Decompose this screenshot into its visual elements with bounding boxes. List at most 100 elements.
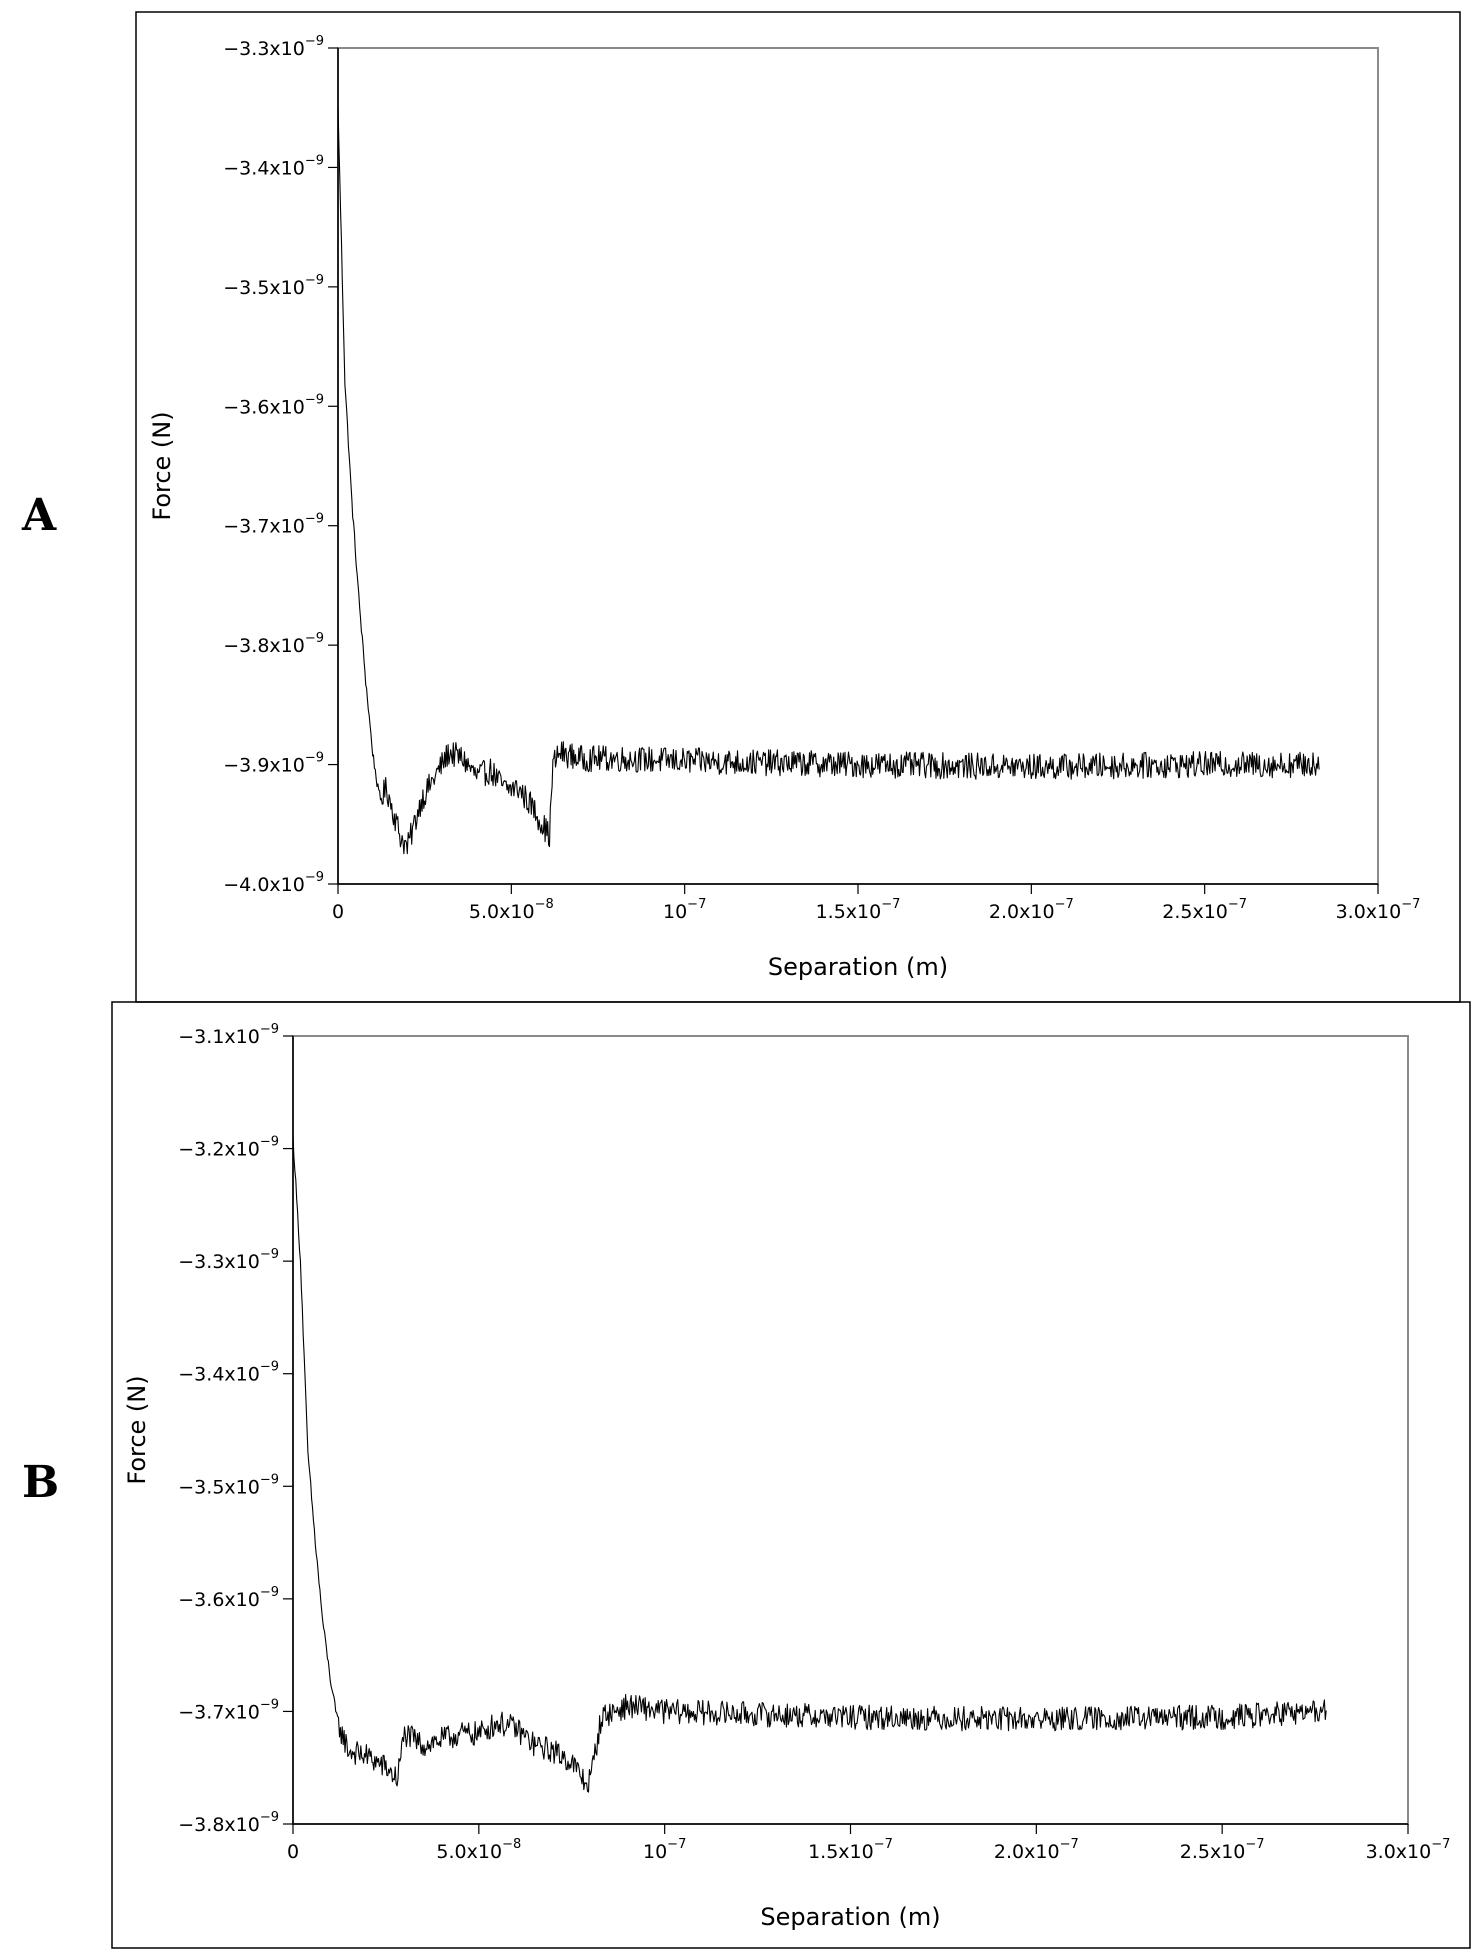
x-tick-label: 1.5x10−7 bbox=[816, 897, 901, 923]
x-tick-label: 10−7 bbox=[663, 897, 706, 923]
x-tick-label-mantissa: 2.5x10 bbox=[1180, 1841, 1246, 1863]
x-tick-label: 10−7 bbox=[643, 1837, 686, 1863]
x-tick-label-exponent: −7 bbox=[667, 1837, 686, 1852]
y-tick-label: −3.5x10−9 bbox=[223, 273, 324, 299]
y-tick-label: −3.6x10−9 bbox=[223, 392, 324, 418]
series-line-force bbox=[337, 105, 1320, 855]
x-tick-label-mantissa: 10 bbox=[663, 901, 687, 923]
y-tick-label-exponent: −9 bbox=[305, 631, 324, 646]
y-tick-label-exponent: −9 bbox=[260, 1247, 279, 1262]
x-tick-label-exponent: −8 bbox=[502, 1837, 521, 1852]
y-tick-label-mantissa: −3.5x10 bbox=[178, 1476, 260, 1498]
x-tick-label-exponent: −7 bbox=[1245, 1837, 1264, 1852]
y-tick-label-exponent: −9 bbox=[305, 870, 324, 885]
x-tick-label-mantissa: 2.0x10 bbox=[994, 1841, 1060, 1863]
y-tick-label: −3.1x10−9 bbox=[178, 1022, 279, 1048]
x-tick-label: 2.5x10−7 bbox=[1180, 1837, 1265, 1863]
x-tick-label-exponent: −7 bbox=[1431, 1837, 1450, 1852]
y-tick-label: −3.7x10−9 bbox=[223, 512, 324, 538]
y-tick-label-exponent: −9 bbox=[260, 1360, 279, 1375]
x-tick-label-mantissa: 1.5x10 bbox=[816, 901, 882, 923]
y-tick-label-exponent: −9 bbox=[305, 153, 324, 168]
x-tick-label-mantissa: 5.0x10 bbox=[436, 1841, 502, 1863]
x-tick-label: 5.0x10−8 bbox=[436, 1837, 521, 1863]
x-tick-label-exponent: −7 bbox=[874, 1837, 893, 1852]
x-tick-label-mantissa: 2.0x10 bbox=[989, 901, 1055, 923]
x-tick-label: 3.0x10−7 bbox=[1366, 1837, 1451, 1863]
y-tick-label: −3.6x10−9 bbox=[178, 1585, 279, 1611]
x-tick-label-exponent: −7 bbox=[1228, 897, 1247, 912]
y-tick-label-mantissa: −3.2x10 bbox=[178, 1139, 260, 1161]
series-line-force bbox=[292, 1134, 1327, 1793]
y-axis-title: Force (N) bbox=[123, 1375, 151, 1484]
y-tick-label-mantissa: −3.4x10 bbox=[223, 157, 305, 179]
x-tick-label-mantissa: 3.0x10 bbox=[1366, 1841, 1432, 1863]
x-tick-label: 2.0x10−7 bbox=[989, 897, 1074, 923]
y-tick-label: −3.2x10−9 bbox=[178, 1135, 279, 1161]
x-tick-label-mantissa: 3.0x10 bbox=[1336, 901, 1402, 923]
y-axis-title: Force (N) bbox=[148, 411, 176, 520]
x-tick-label-exponent: −7 bbox=[1401, 897, 1420, 912]
y-tick-label-exponent: −9 bbox=[260, 1022, 279, 1037]
x-tick-label-exponent: −8 bbox=[535, 897, 554, 912]
x-tick-label-exponent: −7 bbox=[1055, 897, 1074, 912]
y-tick-label: −3.5x10−9 bbox=[178, 1472, 279, 1498]
y-tick-label: −3.9x10−9 bbox=[223, 751, 324, 777]
y-tick-label-exponent: −9 bbox=[305, 392, 324, 407]
y-tick-label-mantissa: −3.8x10 bbox=[178, 1814, 260, 1836]
y-tick-label-mantissa: −3.8x10 bbox=[223, 635, 305, 657]
y-tick-label: −3.3x10−9 bbox=[223, 34, 324, 60]
y-tick-label-exponent: −9 bbox=[260, 1810, 279, 1825]
x-tick-label-mantissa: 0 bbox=[287, 1841, 299, 1863]
x-tick-label-exponent: −7 bbox=[1060, 1837, 1079, 1852]
x-tick-label: 0 bbox=[332, 901, 344, 923]
x-tick-label: 0 bbox=[287, 1841, 299, 1863]
y-tick-label-exponent: −9 bbox=[305, 34, 324, 49]
y-tick-label-exponent: −9 bbox=[305, 273, 324, 288]
x-tick-label-mantissa: 5.0x10 bbox=[469, 901, 535, 923]
y-tick-label-mantissa: −3.7x10 bbox=[223, 516, 305, 538]
x-tick-label-exponent: −7 bbox=[687, 897, 706, 912]
x-tick-label-mantissa: 0 bbox=[332, 901, 344, 923]
y-tick-label: −3.3x10−9 bbox=[178, 1247, 279, 1273]
y-tick-label-mantissa: −3.3x10 bbox=[178, 1251, 260, 1273]
y-tick-label-exponent: −9 bbox=[305, 751, 324, 766]
y-tick-label-exponent: −9 bbox=[260, 1135, 279, 1150]
x-tick-label-mantissa: 10 bbox=[643, 1841, 667, 1863]
y-tick-label-mantissa: −3.1x10 bbox=[178, 1026, 260, 1048]
x-tick-label: 1.5x10−7 bbox=[808, 1837, 893, 1863]
x-tick-label: 2.0x10−7 bbox=[994, 1837, 1079, 1863]
y-tick-label: −3.7x10−9 bbox=[178, 1697, 279, 1723]
y-tick-label-exponent: −9 bbox=[260, 1585, 279, 1600]
y-tick-label: −3.8x10−9 bbox=[223, 631, 324, 657]
y-tick-label-mantissa: −3.5x10 bbox=[223, 277, 305, 299]
x-tick-label: 2.5x10−7 bbox=[1162, 897, 1247, 923]
panel-b-letter: B bbox=[22, 1457, 59, 1508]
x-axis-title: Separation (m) bbox=[768, 953, 948, 981]
y-tick-label: −3.4x10−9 bbox=[223, 153, 324, 179]
y-tick-label-mantissa: −3.6x10 bbox=[178, 1589, 260, 1611]
y-tick-label-mantissa: −3.3x10 bbox=[223, 38, 305, 60]
y-tick-label-mantissa: −3.6x10 bbox=[223, 396, 305, 418]
chart-panel-b: −3.1x10−9−3.2x10−9−3.3x10−9−3.4x10−9−3.5… bbox=[123, 1022, 1450, 1931]
plot-area-frame bbox=[337, 47, 1379, 885]
y-tick-label: −3.8x10−9 bbox=[178, 1810, 279, 1836]
y-tick-label-mantissa: −4.0x10 bbox=[223, 874, 305, 896]
x-tick-label: 5.0x10−8 bbox=[469, 897, 554, 923]
y-tick-label: −4.0x10−9 bbox=[223, 870, 324, 896]
x-axis-title: Separation (m) bbox=[760, 1903, 940, 1931]
y-tick-label-exponent: −9 bbox=[260, 1697, 279, 1712]
chart-panel-a: −3.3x10−9−3.4x10−9−3.5x10−9−3.6x10−9−3.7… bbox=[148, 34, 1420, 981]
y-tick-label: −3.4x10−9 bbox=[178, 1360, 279, 1386]
x-tick-label: 3.0x10−7 bbox=[1336, 897, 1421, 923]
panel-a-frame bbox=[135, 11, 1461, 1003]
x-tick-label-mantissa: 1.5x10 bbox=[808, 1841, 874, 1863]
y-tick-label-mantissa: −3.9x10 bbox=[223, 755, 305, 777]
y-tick-label-exponent: −9 bbox=[260, 1472, 279, 1487]
x-tick-label-mantissa: 2.5x10 bbox=[1162, 901, 1228, 923]
x-tick-label-exponent: −7 bbox=[881, 897, 900, 912]
y-tick-label-mantissa: −3.4x10 bbox=[178, 1364, 260, 1386]
panel-b-frame bbox=[111, 1001, 1471, 1949]
